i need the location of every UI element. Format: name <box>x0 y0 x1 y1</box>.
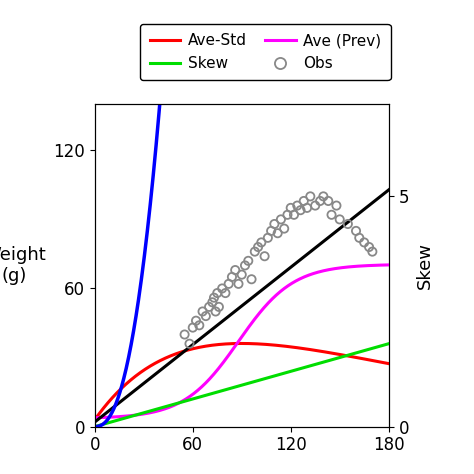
Point <box>181 331 188 338</box>
Point <box>328 211 335 219</box>
Point <box>311 202 319 210</box>
Point <box>257 238 265 246</box>
Point <box>238 271 246 278</box>
Point <box>241 262 249 269</box>
Point <box>254 243 262 251</box>
Point <box>360 238 368 246</box>
Point <box>274 229 282 237</box>
Point <box>235 280 242 288</box>
Point <box>192 317 200 325</box>
Point <box>365 243 373 251</box>
Point <box>222 289 229 297</box>
Point <box>369 248 376 255</box>
Point <box>290 211 298 219</box>
Point <box>277 216 285 223</box>
Point <box>195 321 203 329</box>
Point <box>231 266 239 274</box>
Point <box>213 289 221 297</box>
Point <box>219 285 226 292</box>
Point <box>344 220 352 228</box>
Point <box>297 206 304 214</box>
Point <box>300 197 308 205</box>
Point <box>316 197 324 205</box>
Point <box>281 225 288 232</box>
Point <box>205 303 213 310</box>
Point <box>245 257 252 264</box>
Point <box>283 211 291 219</box>
Point <box>225 280 232 288</box>
Point <box>199 308 206 315</box>
Point <box>248 275 255 283</box>
Point <box>267 227 275 235</box>
Legend: Ave-Std, Skew, Ave (Prev), Obs: Ave-Std, Skew, Ave (Prev), Obs <box>140 24 391 80</box>
Point <box>209 299 216 306</box>
Y-axis label: Weight
(g): Weight (g) <box>0 246 46 285</box>
Point <box>271 220 278 228</box>
Point <box>261 253 268 260</box>
Point <box>189 324 197 331</box>
Point <box>186 340 193 347</box>
Point <box>333 202 340 210</box>
Point <box>293 202 301 210</box>
Point <box>212 308 219 315</box>
Point <box>319 192 327 200</box>
Point <box>287 204 294 212</box>
Point <box>307 192 314 200</box>
Point <box>215 303 223 310</box>
Point <box>325 197 332 205</box>
Point <box>352 227 360 235</box>
Point <box>210 294 218 301</box>
Point <box>264 234 272 242</box>
Point <box>336 216 344 223</box>
Point <box>251 248 259 255</box>
Point <box>202 312 210 320</box>
Point <box>356 234 363 242</box>
Y-axis label: Skew: Skew <box>416 242 434 289</box>
Point <box>228 273 236 281</box>
Point <box>303 204 311 212</box>
